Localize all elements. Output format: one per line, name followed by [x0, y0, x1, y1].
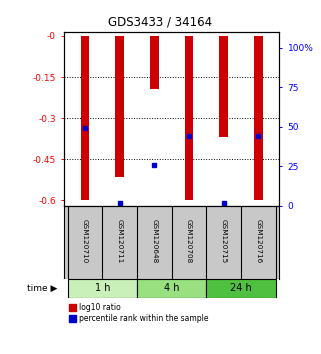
Bar — [115, 36, 124, 177]
Bar — [185, 36, 194, 200]
Bar — [220, 36, 228, 137]
Text: GSM120648: GSM120648 — [152, 219, 157, 263]
Text: 4 h: 4 h — [164, 284, 179, 293]
Bar — [254, 36, 263, 200]
Bar — [150, 36, 159, 90]
Text: GSM120715: GSM120715 — [221, 219, 227, 263]
Bar — [81, 36, 89, 200]
Text: 24 h: 24 h — [230, 284, 252, 293]
Legend: log10 ratio, percentile rank within the sample: log10 ratio, percentile rank within the … — [66, 300, 212, 326]
Bar — [206, 279, 276, 298]
Text: GSM120710: GSM120710 — [82, 219, 88, 263]
Text: GDS3433 / 34164: GDS3433 / 34164 — [108, 16, 213, 29]
Text: GSM120716: GSM120716 — [256, 219, 262, 263]
Text: 1 h: 1 h — [95, 284, 110, 293]
Text: GSM120711: GSM120711 — [117, 219, 123, 263]
Bar — [137, 279, 206, 298]
Bar — [68, 279, 137, 298]
Text: GSM120708: GSM120708 — [186, 219, 192, 263]
Text: time ▶: time ▶ — [27, 284, 58, 293]
